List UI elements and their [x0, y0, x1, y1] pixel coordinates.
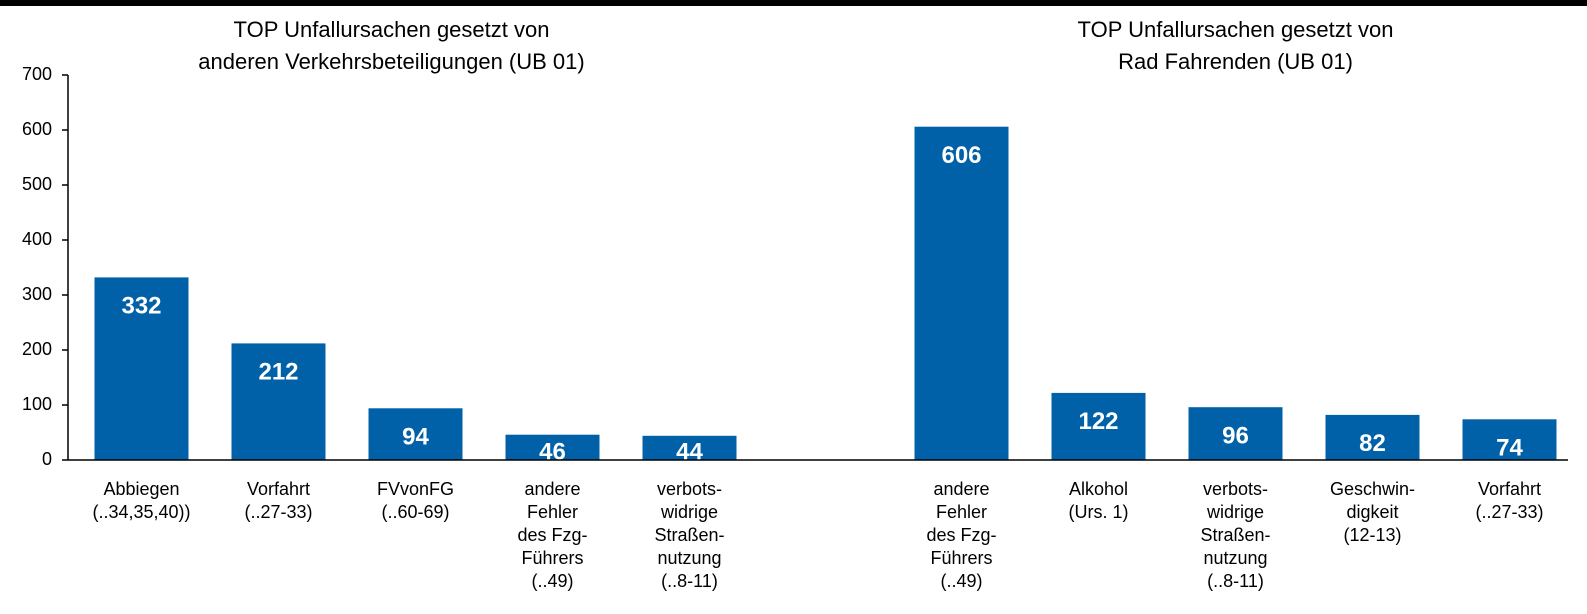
top-rule — [0, 0, 1587, 6]
x-tick-label: andere Fehler des Fzg- Führers (..49) — [517, 479, 588, 591]
value-label: 332 — [121, 293, 161, 320]
bar — [231, 343, 326, 460]
y-tick-label: 100 — [22, 394, 52, 414]
value-label: 606 — [941, 142, 981, 169]
chart-title: TOP Unfallursachen gesetzt von Rad Fahre… — [1077, 17, 1394, 74]
y-tick-label: 700 — [22, 64, 52, 84]
x-tick-label: verbots- widrige Straßen- nutzung (..8-1… — [654, 479, 725, 591]
x-tick-label: Abbiegen (..34,35,40)) — [92, 479, 191, 522]
x-tick-label: Geschwin- digkeit (12-13) — [1329, 479, 1416, 545]
y-tick-label: 200 — [22, 339, 52, 359]
value-label: 82 — [1359, 430, 1386, 457]
y-tick-label: 400 — [22, 229, 52, 249]
bar — [1462, 419, 1557, 460]
x-tick-label: Vorfahrt (..27-33) — [1475, 479, 1544, 522]
value-label: 94 — [402, 424, 429, 451]
bar — [368, 408, 463, 460]
chart-title: TOP Unfallursachen gesetzt von anderen V… — [198, 17, 585, 74]
value-label: 46 — [539, 438, 566, 465]
value-label: 212 — [258, 359, 298, 386]
value-label: 44 — [676, 438, 703, 465]
y-tick-label: 600 — [22, 119, 52, 139]
y-tick-label: 0 — [42, 449, 52, 469]
value-label: 96 — [1222, 423, 1249, 450]
y-tick-label: 300 — [22, 284, 52, 304]
x-tick-label: Vorfahrt (..27-33) — [244, 479, 313, 522]
x-tick-label: FVvonFG (..60-69) — [376, 479, 455, 522]
value-label: 74 — [1496, 435, 1523, 462]
y-tick-label: 500 — [22, 174, 52, 194]
bar — [642, 435, 737, 460]
x-tick-label: Alkohol (Urs. 1) — [1068, 479, 1129, 522]
bar — [1051, 392, 1146, 460]
x-tick-label: andere Fehler des Fzg- Führers (..49) — [926, 479, 997, 591]
value-labels: 332 212 94 46 44 606 122 96 82 74 — [121, 142, 1523, 465]
bar — [505, 434, 600, 460]
bar — [1325, 414, 1420, 460]
bar — [1188, 407, 1283, 460]
value-label: 122 — [1078, 408, 1118, 435]
bar — [914, 126, 1009, 460]
bar — [94, 277, 189, 460]
x-tick-label: verbots- widrige Straßen- nutzung (..8-1… — [1200, 479, 1271, 591]
